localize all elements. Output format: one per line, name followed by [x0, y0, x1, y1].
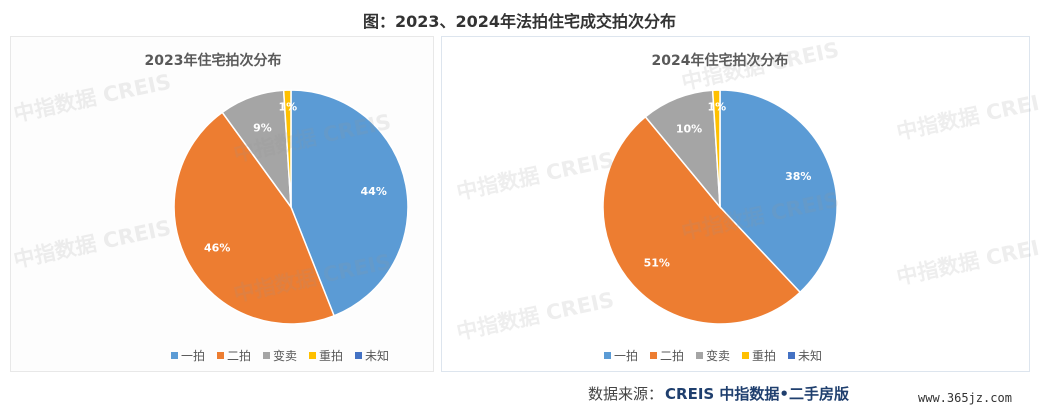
pie-slice-重拍 — [282, 89, 292, 208]
legend-swatch — [788, 352, 795, 359]
legend-swatch — [217, 352, 224, 359]
legend-item-变卖: 变卖 — [696, 348, 730, 363]
legend-swatch — [696, 352, 703, 359]
chart-panel-2023: 2023年住宅拍次分布 44% 46% 9% 1% 一拍 二拍 变卖 重拍 未知 — [10, 36, 434, 372]
pie-chart-2024: 2024年住宅拍次分布 38% 51% 10% 1% 一拍 二拍 变卖 重拍 未知 — [602, 52, 838, 363]
legend-item-变卖: 变卖 — [263, 348, 297, 363]
pie-slice-二拍 — [173, 111, 336, 325]
legend-label: 二拍 — [227, 348, 251, 363]
legend-item-重拍: 重拍 — [309, 348, 343, 363]
legend-item-一拍: 一拍 — [604, 348, 638, 363]
legend-label: 一拍 — [181, 348, 205, 363]
data-label: 1% — [707, 100, 726, 113]
chart-panel-2024: 2024年住宅拍次分布 38% 51% 10% 1% 一拍 二拍 变卖 重拍 未知 — [441, 36, 1030, 372]
legend-item-未知: 未知 — [788, 349, 822, 363]
page-title: 图：2023、2024年法拍住宅成交拍次分布 — [362, 12, 677, 31]
data-label: 1% — [278, 100, 297, 113]
data-label: 9% — [253, 122, 272, 135]
legend-swatch — [604, 352, 611, 359]
legend-label: 重拍 — [319, 348, 343, 363]
pie-slice-一拍 — [290, 89, 409, 317]
data-source: 数据来源： CREIS 中指数据•二手房版 — [588, 383, 849, 404]
legend-label: 变卖 — [706, 348, 730, 363]
legend-item-未知: 未知 — [355, 349, 389, 363]
legend-swatch — [355, 352, 362, 359]
legend-label: 重拍 — [752, 348, 776, 363]
legend-swatch — [309, 352, 316, 359]
pie-slice-二拍 — [602, 115, 802, 325]
data-label: 38% — [785, 170, 811, 183]
source-label: 数据来源： — [588, 385, 664, 403]
legend-swatch — [171, 352, 178, 359]
pie-slice-一拍 — [719, 89, 838, 294]
legend-label: 二拍 — [660, 348, 684, 363]
legend-label: 一拍 — [614, 348, 638, 363]
legend-label: 变卖 — [273, 348, 297, 363]
pie-chart-2023: 2023年住宅拍次分布 44% 46% 9% 1% 一拍 二拍 变卖 重拍 未知 — [145, 52, 409, 363]
data-label: 44% — [361, 185, 387, 198]
legend-item-二拍: 二拍 — [650, 348, 684, 363]
legend-swatch — [650, 352, 657, 359]
chart-title: 2023年住宅拍次分布 — [145, 52, 282, 69]
legend-item-重拍: 重拍 — [742, 348, 776, 363]
legend-label: 未知 — [365, 349, 389, 363]
legend-item-二拍: 二拍 — [217, 348, 251, 363]
legend-swatch — [263, 352, 270, 359]
pie-slice-重拍 — [711, 89, 721, 208]
legend-item-一拍: 一拍 — [171, 348, 205, 363]
chart-title: 2024年住宅拍次分布 — [652, 52, 789, 69]
source-brand: CREIS 中指数据•二手房版 — [665, 385, 850, 403]
data-label: 10% — [676, 123, 702, 136]
data-label: 51% — [644, 257, 670, 270]
legend-label: 未知 — [798, 349, 822, 363]
pie-slice-变卖 — [644, 89, 721, 210]
data-label: 46% — [204, 242, 230, 255]
site-watermark: www.365jz.com — [918, 391, 1012, 405]
legend-swatch — [742, 352, 749, 359]
